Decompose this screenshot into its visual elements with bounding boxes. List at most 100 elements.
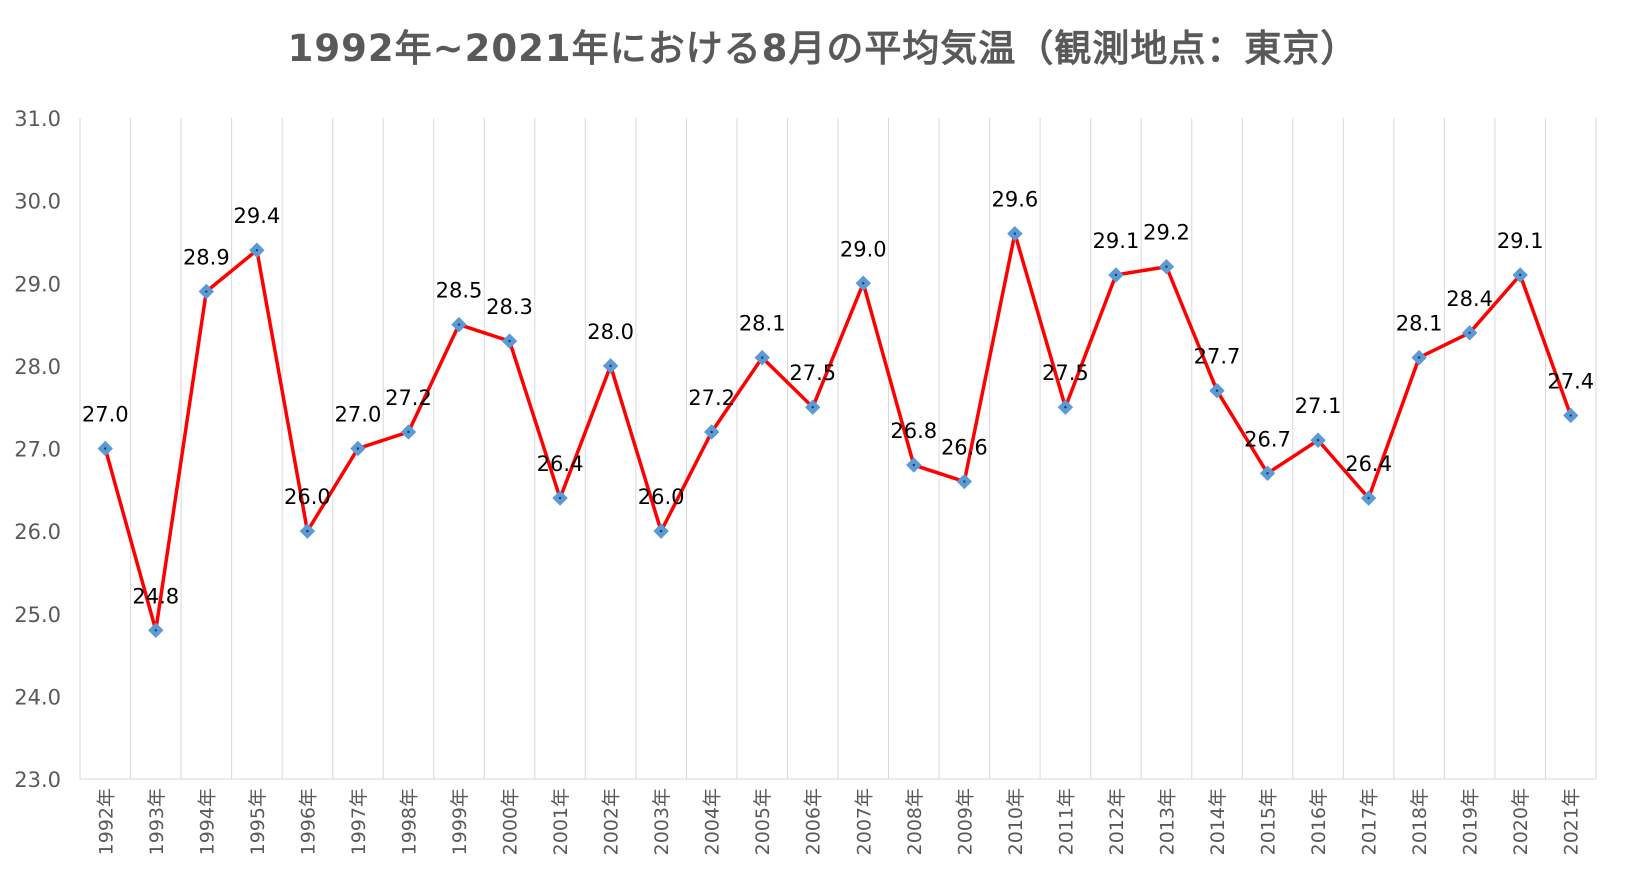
y-tick-label: 27.0	[14, 438, 61, 462]
data-point-center	[963, 480, 966, 483]
data-point-center	[255, 249, 259, 252]
x-tick-label: 2012年	[1106, 788, 1128, 855]
x-tick-label: 2018年	[1409, 788, 1431, 855]
x-tick-label: 1996年	[297, 788, 319, 855]
x-tick-label: 2017年	[1359, 788, 1381, 855]
x-tick-label: 2010年	[1005, 788, 1027, 855]
data-point-center	[1266, 472, 1269, 475]
data-point-center	[912, 463, 915, 467]
data-label: 26.0	[638, 485, 685, 509]
data-point-center	[1468, 331, 1471, 335]
y-tick-label: 23.0	[14, 768, 61, 792]
data-point-center	[1367, 496, 1370, 500]
data-label: 26.6	[941, 436, 988, 460]
data-label: 27.2	[688, 386, 735, 410]
data-point-center	[457, 323, 461, 326]
y-tick-label: 25.0	[14, 603, 61, 627]
x-tick-label: 2007年	[853, 788, 875, 855]
data-label: 29.2	[1143, 221, 1190, 245]
x-tick-label: 2011年	[1055, 788, 1077, 855]
data-point-center	[659, 529, 663, 533]
data-label: 26.4	[537, 452, 584, 476]
x-tick-label: 1997年	[348, 788, 370, 855]
x-tick-label: 2000年	[500, 788, 522, 855]
x-tick-label: 1999年	[449, 788, 471, 855]
data-point-center	[710, 430, 713, 434]
y-tick-label: 26.0	[14, 520, 61, 544]
data-point-center	[1114, 273, 1118, 277]
data-label: 27.0	[335, 403, 382, 427]
data-label: 29.0	[840, 237, 887, 261]
data-label: 29.1	[1093, 229, 1140, 253]
data-label: 27.5	[1042, 361, 1089, 385]
x-tick-label: 2013年	[1156, 788, 1178, 855]
x-tick-label: 2016年	[1308, 788, 1330, 855]
x-tick-label: 2020年	[1510, 788, 1532, 855]
data-label: 28.3	[486, 295, 533, 319]
x-tick-label: 2015年	[1258, 788, 1280, 855]
data-point-center	[356, 447, 360, 450]
x-tick-label: 2004年	[702, 788, 724, 855]
data-point-center	[1519, 273, 1522, 277]
data-label: 28.4	[1446, 287, 1493, 311]
data-label: 28.9	[183, 246, 230, 270]
data-point-center	[862, 282, 865, 285]
data-label: 29.6	[991, 188, 1038, 212]
data-point-center	[154, 629, 157, 632]
data-label: 27.1	[1295, 394, 1342, 418]
data-point-center	[407, 430, 410, 434]
data-point-center	[1569, 414, 1572, 417]
data-point-center	[508, 339, 511, 343]
data-label: 27.5	[789, 361, 836, 385]
x-tick-label: 2002年	[601, 788, 623, 855]
data-label: 28.1	[739, 312, 786, 336]
data-label: 26.4	[1345, 452, 1392, 476]
x-tick-label: 1993年	[146, 788, 168, 855]
data-point-center	[1013, 232, 1017, 235]
chart-title: 1992年~2021年における8月の平均気温（観測地点：東京）	[287, 27, 1359, 70]
data-label: 28.0	[587, 320, 634, 344]
x-tick-label: 2001年	[550, 788, 572, 855]
y-tick-label: 31.0	[14, 107, 61, 131]
data-point-center	[761, 356, 764, 359]
data-label: 27.2	[385, 386, 432, 410]
data-label: 24.8	[132, 584, 179, 608]
x-tick-label: 2008年	[904, 788, 926, 855]
data-point-center	[811, 405, 814, 409]
data-point-center	[1215, 389, 1219, 392]
x-tick-label: 1992年	[95, 788, 117, 855]
data-label: 26.7	[1244, 427, 1291, 451]
data-point-center	[306, 529, 309, 533]
data-point-center	[558, 496, 562, 500]
y-tick-label: 29.0	[14, 272, 61, 296]
data-label: 27.0	[82, 403, 129, 427]
x-tick-label: 1995年	[247, 788, 269, 855]
data-label: 27.4	[1547, 369, 1594, 393]
data-label: 26.8	[890, 419, 937, 443]
x-tick-label: 2019年	[1460, 788, 1482, 855]
x-tick-label: 1998年	[398, 788, 420, 855]
data-label: 28.5	[436, 279, 483, 303]
x-tick-label: 2009年	[954, 788, 976, 855]
y-tick-label: 24.0	[14, 685, 61, 709]
x-tick-label: 1994年	[196, 788, 218, 855]
data-point-center	[1417, 356, 1421, 359]
series-line	[103, 231, 1573, 633]
x-tick-label: 2005年	[752, 788, 774, 855]
data-label: 26.0	[284, 485, 331, 509]
y-tick-label: 30.0	[14, 190, 61, 214]
data-point-center	[1165, 265, 1168, 268]
data-label: 28.1	[1396, 312, 1443, 336]
data-point-center	[609, 364, 612, 368]
x-tick-label: 2021年	[1561, 788, 1583, 855]
x-tick-label: 2006年	[803, 788, 825, 855]
data-label: 29.4	[233, 204, 280, 228]
data-point-center	[205, 290, 208, 293]
data-point-center	[1064, 405, 1067, 409]
data-point-center	[104, 447, 107, 450]
data-label: 27.7	[1194, 345, 1241, 369]
x-tick-label: 2014年	[1207, 788, 1229, 855]
data-point-center	[1316, 439, 1320, 442]
